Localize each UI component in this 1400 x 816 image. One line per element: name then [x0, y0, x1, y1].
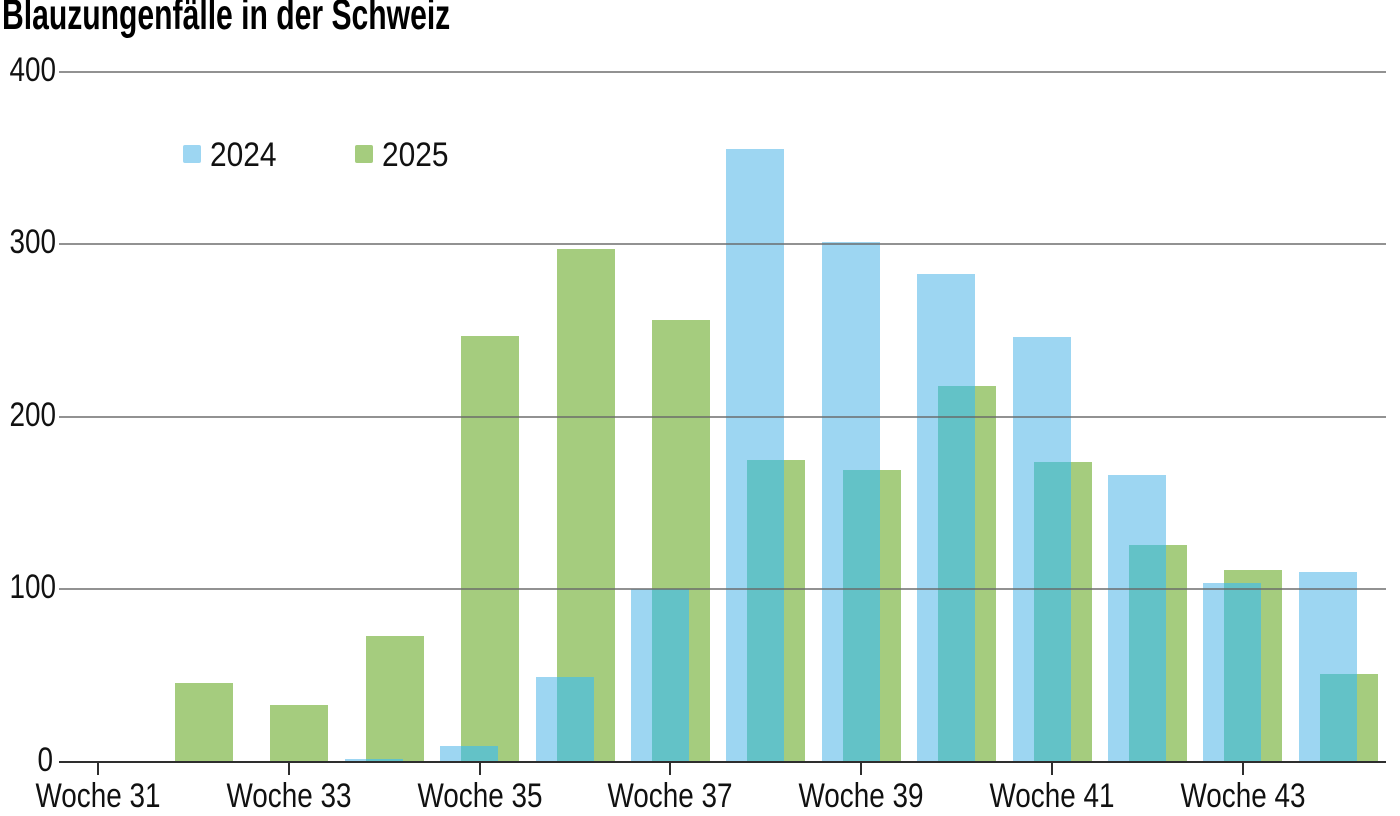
x-axis-label-woche-41: Woche 41	[989, 777, 1115, 815]
bar-2025-week-36	[556, 249, 615, 762]
y-axis-label-200: 200	[9, 395, 57, 434]
bar-overlap-week-36	[556, 677, 594, 762]
x-axis-label-woche-33: Woche 33	[226, 777, 352, 815]
gridline-100	[59, 588, 1386, 591]
legend-swatch-2025-icon	[355, 145, 373, 163]
bar-2025-week-32	[174, 682, 233, 762]
bar-overlap-week-43	[1224, 582, 1262, 762]
bar-overlap-week-44	[1319, 673, 1357, 762]
bar-2025-week-34	[365, 636, 424, 762]
x-axis-tick-woche-39	[860, 762, 863, 775]
x-axis-label-woche-43: Woche 43	[1180, 777, 1306, 815]
bar-overlap-week-40	[938, 385, 976, 762]
bar-overlap-week-38	[747, 459, 785, 762]
bar-overlap-week-34	[365, 758, 403, 762]
x-axis-line	[59, 761, 1386, 763]
legend-swatch-2024-icon	[183, 145, 201, 163]
legend-label-2025: 2025	[382, 136, 449, 174]
y-axis-label-400: 400	[9, 50, 57, 89]
legend-label-2024: 2024	[210, 136, 277, 174]
bar-overlap-week-39	[842, 470, 880, 762]
y-axis-label-300: 300	[9, 223, 57, 262]
x-axis-label-woche-39: Woche 39	[798, 777, 924, 815]
bar-overlap-week-35	[461, 746, 499, 762]
x-axis-label-woche-37: Woche 37	[607, 777, 733, 815]
bar-2025-week-33	[270, 705, 329, 762]
chart-title: Blauzungenfälle in der Schweiz	[2, 0, 451, 39]
x-axis-tick-woche-41	[1051, 762, 1053, 775]
x-axis-tick-woche-33	[287, 762, 290, 775]
gridline-300	[59, 243, 1386, 246]
x-axis-tick-woche-31	[97, 762, 99, 775]
bar-2025-week-35	[461, 335, 520, 762]
x-axis-label-woche-35: Woche 35	[417, 777, 543, 815]
y-axis-label-0: 0	[37, 741, 53, 779]
x-axis-tick-woche-35	[478, 762, 481, 775]
x-axis-tick-woche-37	[669, 762, 672, 775]
bar-overlap-week-37	[651, 589, 689, 762]
x-axis-label-woche-31: Woche 31	[35, 777, 161, 815]
bar-overlap-week-41	[1033, 461, 1071, 762]
x-axis-tick-woche-43	[1241, 762, 1244, 775]
bar-overlap-week-42	[1128, 544, 1166, 762]
gridline-400	[59, 70, 1386, 73]
gridline-200	[59, 415, 1386, 418]
y-axis-label-100: 100	[9, 568, 57, 607]
